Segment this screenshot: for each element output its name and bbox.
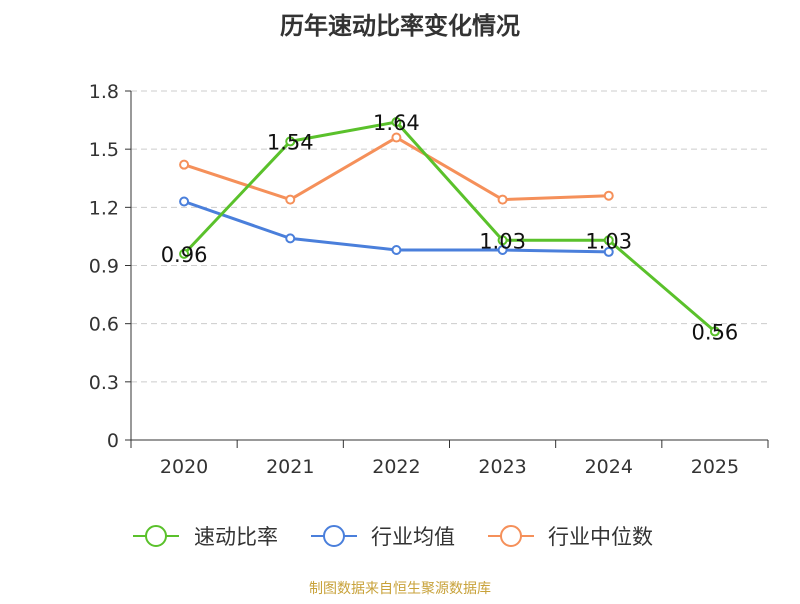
data-point [285,136,296,147]
data-point [497,244,508,255]
data-point [497,194,508,205]
data-label: 1.03 [479,229,526,253]
x-tick-label: 2023 [478,456,526,478]
data-label: 1.54 [267,130,314,154]
x-tick-label: 2022 [372,456,420,478]
legend-marker [500,525,522,547]
legend-marker [323,525,345,547]
data-label: 0.56 [692,320,739,344]
data-point [603,246,614,257]
series-line [182,120,716,333]
data-point [179,248,190,259]
y-tick-label: 1.8 [89,81,119,103]
data-point [497,235,508,246]
data-point [391,132,402,143]
data-point [391,117,402,128]
y-tick-label: 1.5 [89,139,119,161]
data-point [179,196,190,207]
data-point [709,326,720,337]
y-tick-label: 0 [107,430,119,452]
y-tick-label: 1.2 [89,197,119,219]
x-tick-label: 2020 [160,456,208,478]
legend-label: 行业中位数 [548,525,653,549]
data-point [603,235,614,246]
legend-marker [145,525,167,547]
chart-title: 历年速动比率变化情况 [280,12,520,40]
y-tick-label: 0.6 [89,314,119,336]
data-point [285,194,296,205]
x-tick-label: 2024 [585,456,633,478]
data-point [285,233,296,244]
y-tick-label: 0.3 [89,372,119,394]
data-point [603,190,614,201]
data-label: 1.64 [373,111,420,135]
y-tick-label: 0.9 [89,256,119,278]
data-label: 1.03 [585,229,632,253]
series-line [183,200,609,254]
legend-label: 行业均值 [371,525,455,549]
x-tick-label: 2025 [691,456,739,478]
data-label: 0.96 [161,243,208,267]
data-point [179,159,190,170]
source-note: 制图数据来自恒生聚源数据库 [309,581,491,597]
legend-label: 速动比率 [194,525,278,549]
x-tick-label: 2021 [266,456,314,478]
series-line [183,136,609,202]
data-point [391,244,402,255]
